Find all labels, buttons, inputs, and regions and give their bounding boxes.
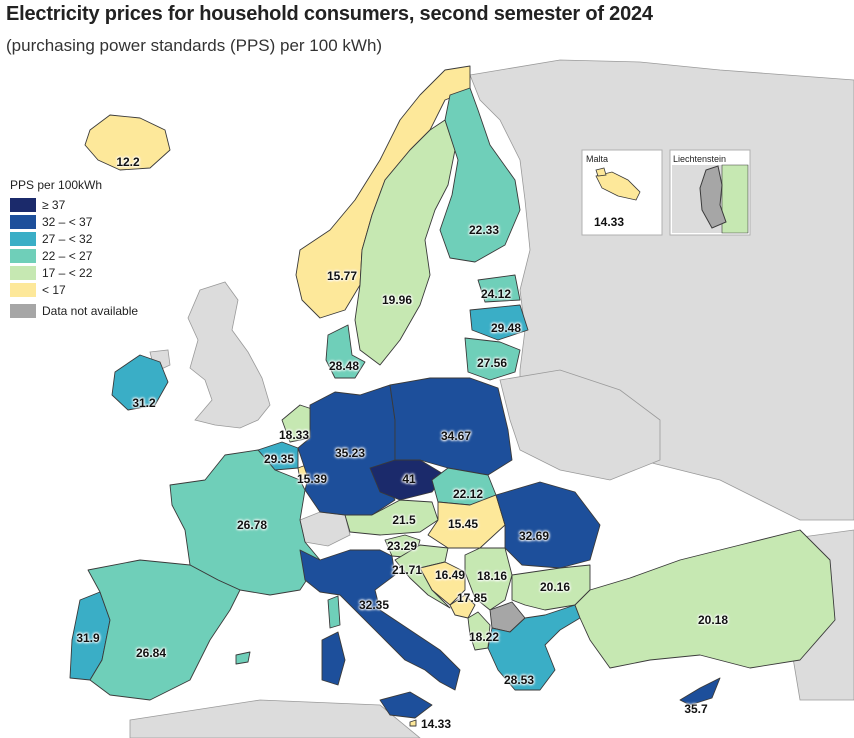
value-finland: 22.33 <box>468 223 500 237</box>
legend-swatch <box>10 231 36 246</box>
ireland-shape <box>111 354 169 411</box>
corsica-shape <box>327 595 341 629</box>
legend-label: ≥ 37 <box>42 197 66 212</box>
legend-swatch <box>10 265 36 280</box>
north-africa <box>129 699 421 738</box>
legend: PPS per 100kWh ≥ 37 32 – < 37 27 – < 32 … <box>10 178 138 319</box>
value-germany: 35.23 <box>334 446 366 460</box>
value-poland: 34.67 <box>440 429 472 443</box>
value-turkey: 20.18 <box>697 613 729 627</box>
value-estonia: 24.12 <box>480 287 512 301</box>
malta-dot-shape <box>409 719 417 727</box>
legend-label: 22 – < 27 <box>42 248 93 263</box>
spain-shape <box>87 559 241 701</box>
value-norway: 15.77 <box>326 269 358 283</box>
belarus-ukraine <box>499 369 661 481</box>
value-bosnia: 16.49 <box>434 568 466 582</box>
value-czechia: 41 <box>402 472 416 486</box>
legend-item: 32 – < 37 <box>10 213 138 230</box>
value-austria: 21.5 <box>392 513 416 527</box>
value-spain: 26.84 <box>135 646 167 660</box>
value-montenegro: 17.85 <box>456 591 488 605</box>
legend-label: 17 – < 22 <box>42 265 93 280</box>
value-belgium: 29.35 <box>263 452 295 466</box>
legend-swatch <box>10 248 36 263</box>
value-iceland: 12.2 <box>116 155 140 169</box>
legend-item: ≥ 37 <box>10 196 138 213</box>
value-albania: 18.22 <box>468 630 500 644</box>
denmark-shape <box>325 324 366 379</box>
value-luxembourg: 15.39 <box>296 472 328 486</box>
legend-item-na: Data not available <box>10 302 138 319</box>
legend-item: 17 – < 22 <box>10 264 138 281</box>
value-malta: 14.33 <box>420 717 452 731</box>
value-ireland: 31.2 <box>132 396 156 410</box>
malta-inset-value: 14.33 <box>593 215 625 229</box>
germany-shape <box>297 384 396 516</box>
legend-label: 27 – < 32 <box>42 231 93 246</box>
value-france: 26.78 <box>236 518 268 532</box>
sweden-shape <box>354 119 456 366</box>
sicily-shape <box>379 691 433 719</box>
legend-swatch <box>10 214 36 229</box>
poland-shape <box>389 377 513 476</box>
map-subtitle: (purchasing power standards (PPS) per 10… <box>6 36 383 55</box>
liechtenstein-inset <box>669 149 751 236</box>
estonia-shape <box>477 274 521 303</box>
value-netherlands: 18.33 <box>278 428 310 442</box>
legend-item: < 17 <box>10 281 138 298</box>
greece-shape <box>487 604 581 691</box>
great-britain <box>187 281 271 429</box>
latvia-shape <box>469 304 529 341</box>
france-shape <box>169 449 321 596</box>
countries <box>69 65 836 727</box>
map-title: Electricity prices for household consume… <box>6 3 653 25</box>
legend-label: 32 – < 37 <box>42 214 93 229</box>
value-portugal: 31.9 <box>76 631 100 645</box>
serbia-shape <box>464 547 513 611</box>
bosnia-shape <box>419 561 466 606</box>
finland-shape <box>439 87 521 263</box>
value-denmark: 28.48 <box>328 359 360 373</box>
balearic-shape <box>235 651 251 665</box>
legend-swatch <box>10 303 36 318</box>
romania-shape <box>495 481 601 569</box>
legend-swatch <box>10 282 36 297</box>
value-sweden: 19.96 <box>381 293 413 307</box>
legend-swatch <box>10 197 36 212</box>
value-cyprus: 35.7 <box>684 702 708 716</box>
legend-label: < 17 <box>42 282 66 297</box>
value-romania: 32.69 <box>518 529 550 543</box>
sardinia-shape <box>321 631 346 686</box>
value-hungary: 15.45 <box>447 517 479 531</box>
legend-label: Data not available <box>42 303 139 318</box>
cyprus-shape <box>679 677 721 706</box>
lithuania-shape <box>464 337 521 381</box>
legend-title: PPS per 100kWh <box>10 178 103 192</box>
value-greece: 28.53 <box>503 673 535 687</box>
value-slovenia: 23.29 <box>386 539 418 553</box>
value-lithuania: 27.56 <box>476 356 508 370</box>
italy-shape <box>299 549 461 691</box>
malta-inset <box>581 149 663 236</box>
iceland-shape <box>84 114 171 171</box>
legend-item: 27 – < 32 <box>10 230 138 247</box>
value-croatia: 21.71 <box>391 563 423 577</box>
value-latvia: 29.48 <box>490 321 522 335</box>
value-slovakia: 22.12 <box>452 487 484 501</box>
liechtenstein-inset-title: Liechtenstein <box>673 154 727 164</box>
value-serbia: 18.16 <box>476 569 508 583</box>
montenegro-shape <box>449 594 476 619</box>
turkey-shape <box>574 529 836 669</box>
value-bulgaria: 20.16 <box>539 580 571 594</box>
malta-inset-title: Malta <box>586 154 609 164</box>
non-eu-land <box>129 59 854 738</box>
legend-item: 22 – < 27 <box>10 247 138 264</box>
value-italy: 32.35 <box>358 598 390 612</box>
